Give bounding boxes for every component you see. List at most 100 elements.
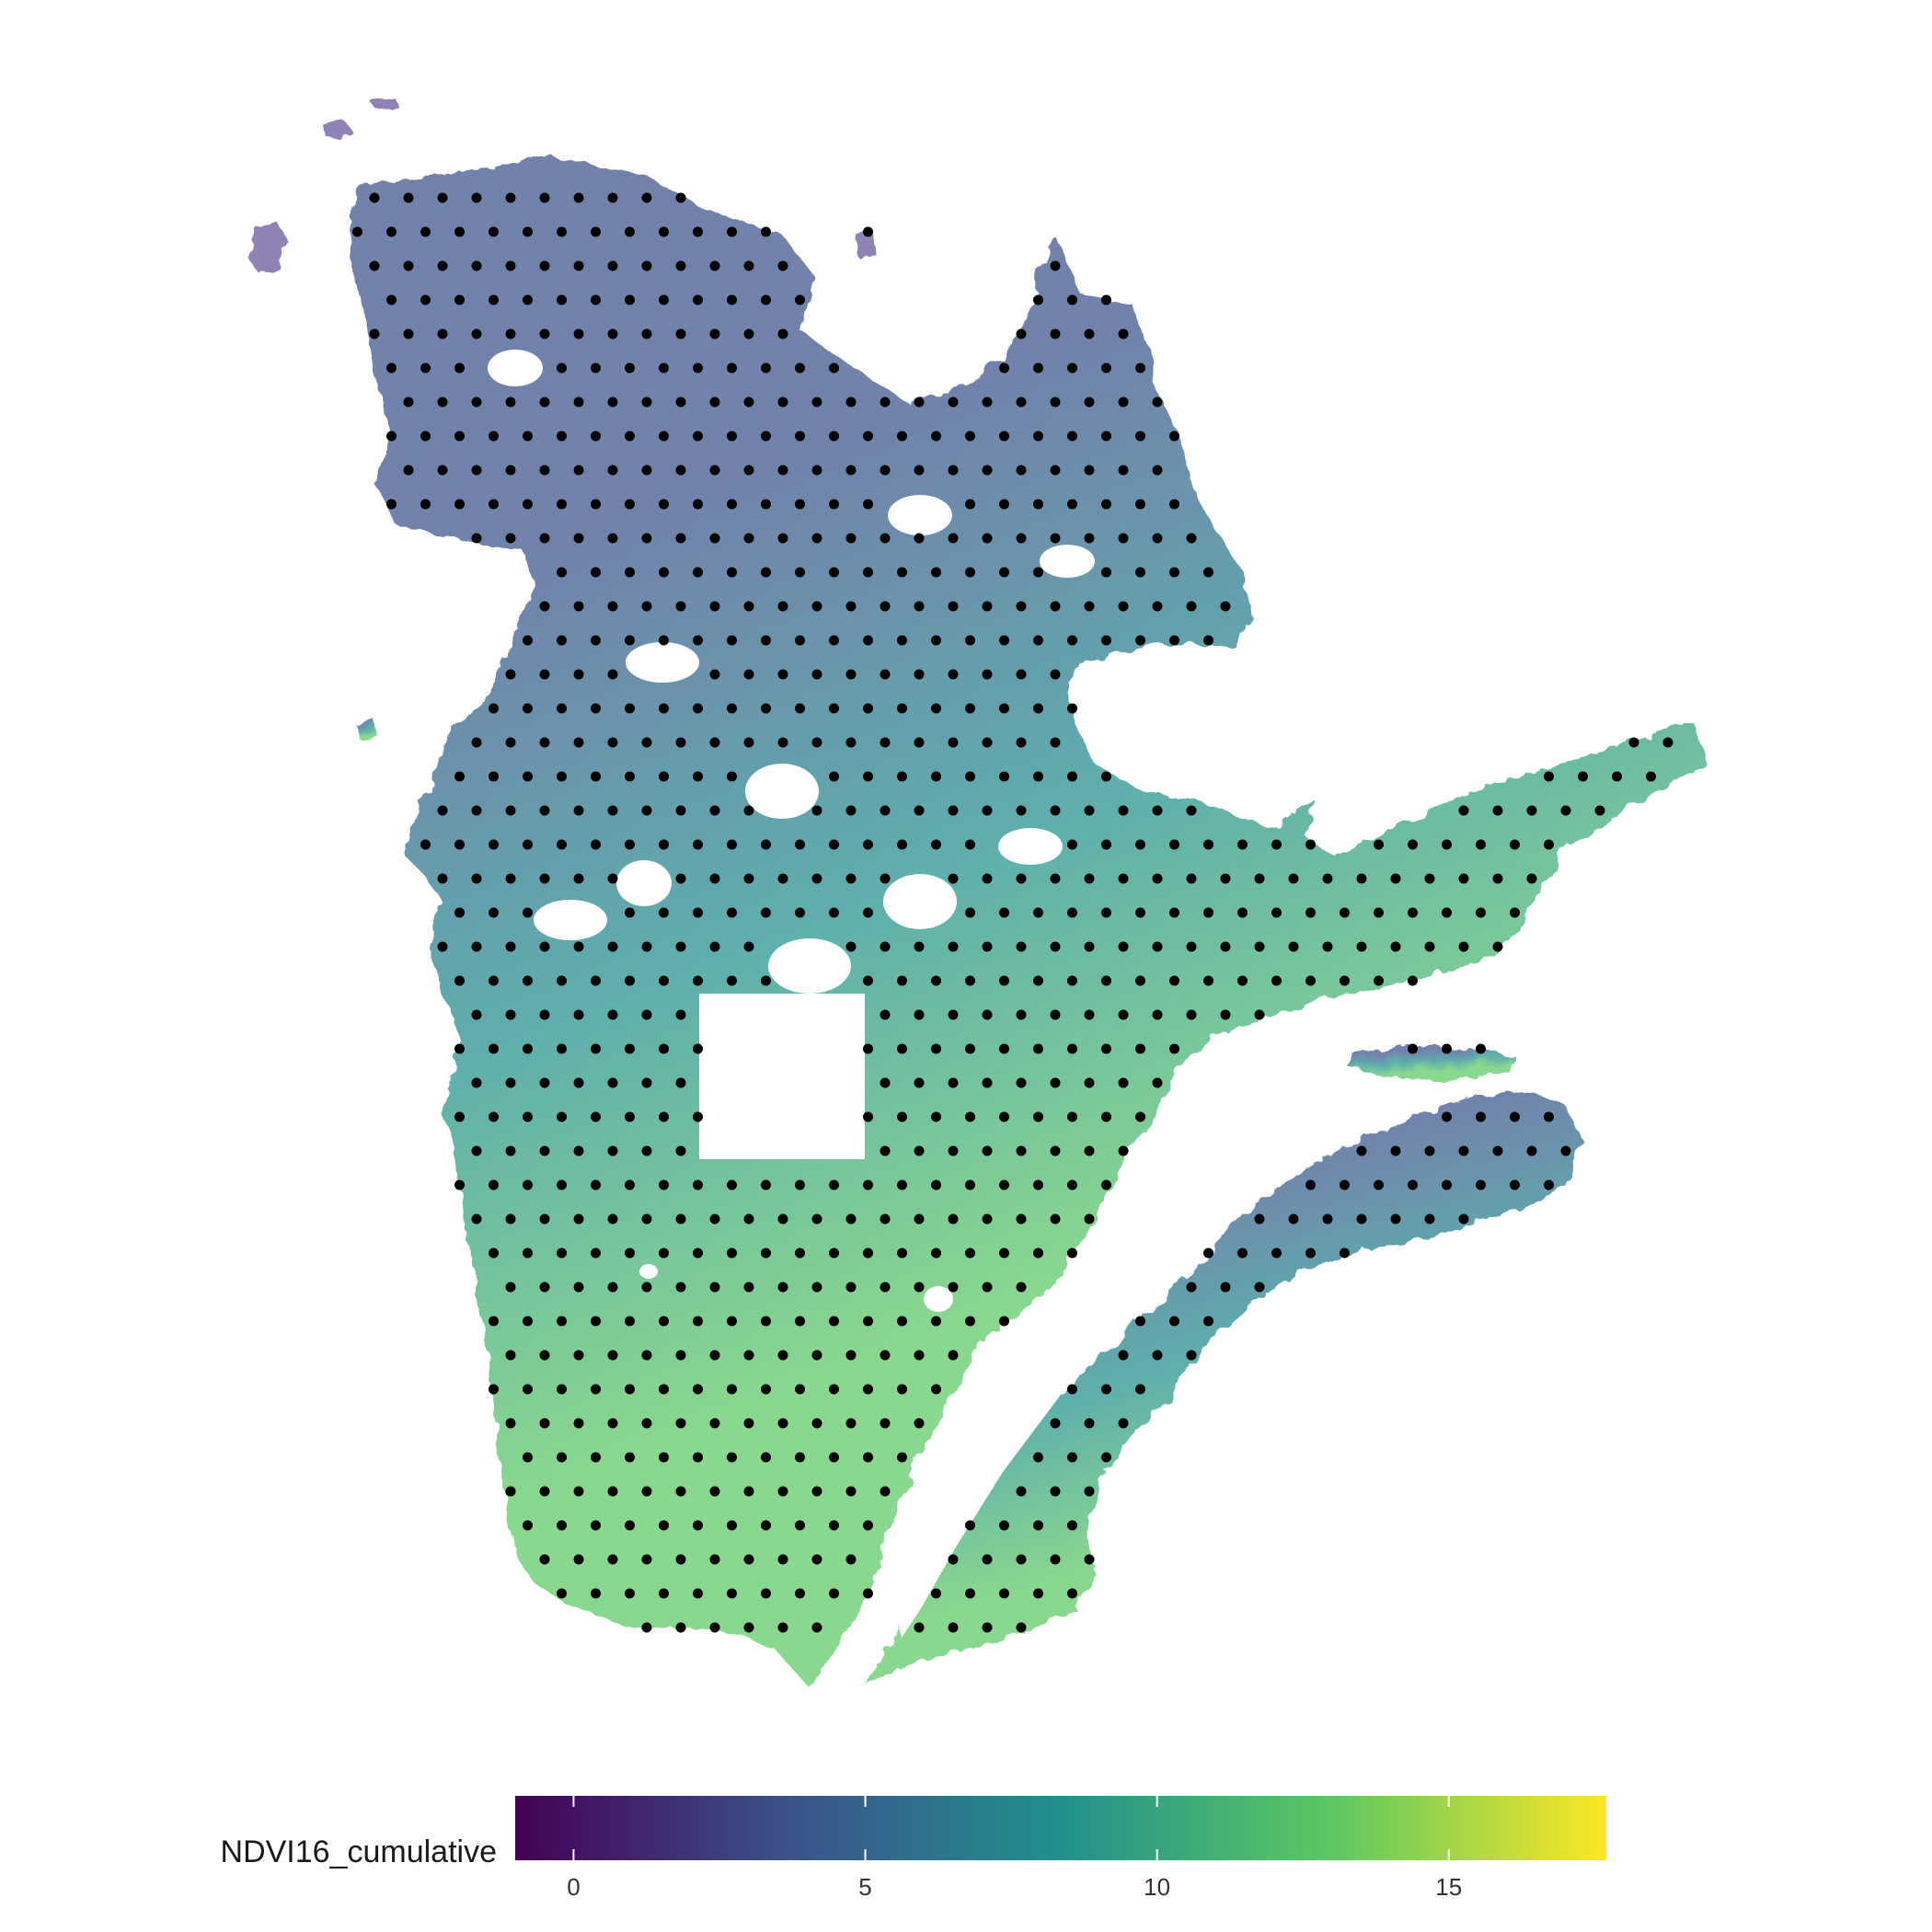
sample-point [607,1554,618,1565]
sample-point [863,907,873,918]
sample-point [1305,975,1316,986]
sample-point [914,1145,925,1156]
sample-point [795,1248,805,1259]
sample-point [1288,873,1299,884]
sample-point [454,1111,465,1122]
sample-point [1084,873,1095,884]
sample-point [914,1622,925,1633]
sample-point [1050,465,1061,476]
sample-point [1118,1418,1129,1429]
sample-point [1322,941,1333,952]
sample-point [1033,907,1043,918]
sample-point [727,839,737,850]
sample-point [625,1520,635,1531]
sample-point [795,1384,805,1395]
sample-point [675,1622,686,1633]
sample-point [965,431,975,442]
sample-point [777,737,788,748]
sample-point [659,1316,669,1327]
sample-point [777,260,788,271]
sample-point [931,975,941,986]
sample-point [659,1384,669,1395]
sample-point [863,1316,873,1327]
sample-point [573,1077,584,1088]
sample-point [1458,941,1469,952]
sample-point [1424,941,1435,952]
sample-point [693,1111,703,1122]
sample-point [352,226,362,237]
sample-point [795,567,805,578]
sample-point [557,1588,567,1599]
legend-ticks: 0 5 10 15 [567,1796,1462,1901]
sample-point [523,703,533,714]
sample-point [743,1282,754,1293]
sample-point [1016,1145,1027,1156]
sample-point [1033,1588,1043,1599]
sample-point [1356,1213,1367,1225]
sample-point [1408,907,1418,918]
sample-point [795,703,805,714]
sample-point [1118,397,1129,408]
sample-point [607,397,618,408]
sample-point [897,975,907,986]
sample-point [1560,1145,1571,1156]
sample-point [625,1043,635,1054]
sample-point [573,805,584,816]
sample-point [505,873,516,884]
island-north-1 [368,97,400,110]
sample-point [675,260,686,271]
sample-point [845,1486,857,1497]
sample-point [489,431,499,442]
sample-point [727,294,737,305]
sample-point [659,567,669,578]
sample-point [1169,975,1179,986]
sample-point [557,1452,567,1463]
sample-point [863,839,873,850]
sample-point [1050,805,1061,816]
sample-point [523,907,533,918]
sample-point [743,328,754,339]
sample-point [539,1350,550,1361]
sample-point [1016,1282,1027,1293]
sample-point [1305,907,1316,918]
sample-point [1492,805,1503,816]
sample-point [948,737,959,748]
sample-point [557,294,567,305]
sample-point [641,1554,652,1565]
sample-point [1067,1452,1077,1463]
sample-point [1152,1077,1163,1088]
sample-point [777,397,788,408]
sample-point [965,839,975,850]
sample-point [607,805,618,816]
sample-point [1594,805,1605,816]
sample-point [641,1282,652,1293]
sample-point [1067,1520,1077,1531]
sample-point [743,1213,754,1225]
sample-point [625,975,635,986]
sample-point [489,907,499,918]
sample-point [1203,635,1213,646]
legend-tick-label: 5 [858,1873,871,1901]
sample-point [880,1213,891,1225]
sample-point [505,1282,516,1293]
sample-point [607,1350,618,1361]
sample-point [982,1622,993,1633]
sample-point [1186,1350,1197,1361]
sample-point [675,1418,686,1429]
reservoir-block [699,994,865,1159]
sample-point [761,1316,771,1327]
sample-point [573,397,584,408]
sample-point [1101,1452,1111,1463]
sample-point [1169,1043,1179,1054]
sample-point [743,1554,754,1565]
sample-point [743,669,754,680]
sample-point [829,907,839,918]
sample-point [539,1009,550,1020]
lake-2 [639,1264,658,1279]
sample-point [505,737,516,748]
sample-point [591,1316,601,1327]
sample-point [1646,771,1656,782]
sample-point [591,1179,601,1190]
sample-point [693,839,703,850]
legend-tick-label: 10 [1144,1873,1170,1901]
